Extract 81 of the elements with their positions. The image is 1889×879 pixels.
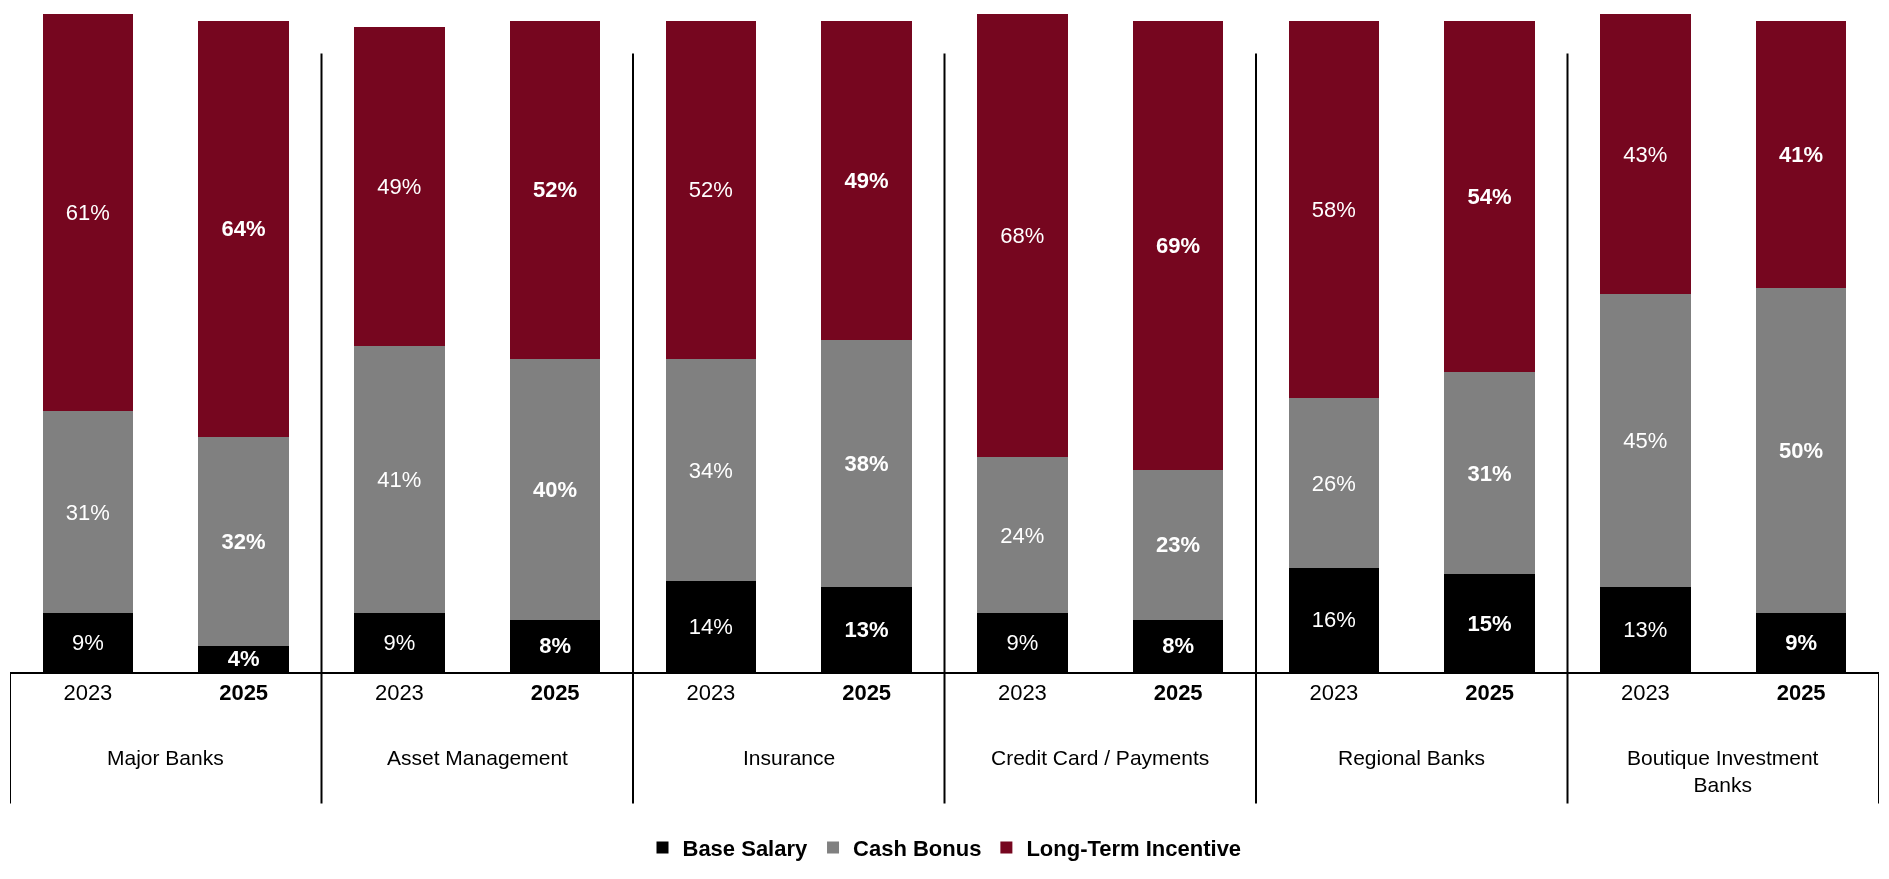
text: Asset Management	[387, 746, 569, 769]
bar	[665, 20, 757, 360]
data-label: 8%	[1162, 633, 1195, 659]
bar	[509, 20, 601, 360]
data-label: 31%	[1467, 460, 1512, 486]
data-label: 41%	[377, 467, 422, 493]
bar	[42, 14, 134, 412]
bar	[821, 20, 912, 340]
data-label: 69%	[1156, 232, 1201, 258]
data-label: 43%	[1623, 141, 1668, 167]
legend-label: Cash Bonus	[853, 836, 982, 862]
data-label: 23%	[1156, 532, 1201, 558]
bar	[1600, 14, 1691, 295]
x-tick-label: 2025	[1153, 680, 1203, 706]
data-label: 4%	[227, 646, 260, 672]
data-label: 9%	[71, 630, 104, 656]
data-label: 52%	[533, 177, 578, 203]
bar	[977, 457, 1068, 614]
bar	[1288, 398, 1380, 568]
data-label: 9%	[1006, 630, 1039, 656]
bar	[977, 14, 1068, 458]
data-label: 50%	[1779, 437, 1824, 463]
bar	[354, 27, 445, 347]
legend-label: Base Salary	[682, 836, 809, 862]
data-label: 58%	[1311, 196, 1356, 222]
data-label: 9%	[1785, 630, 1818, 656]
bar	[1132, 470, 1224, 620]
data-label: 13%	[1623, 617, 1668, 643]
x-tick-label: 2025	[842, 680, 892, 706]
bar	[1755, 287, 1847, 614]
x-tick-label: 2025	[1776, 680, 1826, 706]
x-tick-label: 2023	[63, 680, 113, 706]
data-label: 9%	[383, 630, 416, 656]
data-label: 13%	[844, 617, 889, 643]
bar	[42, 411, 134, 614]
data-label: 32%	[221, 529, 266, 555]
text: Insurance	[743, 746, 836, 769]
x-tick-label: 2023	[997, 680, 1047, 706]
data-label: 34%	[688, 457, 733, 483]
bar	[509, 359, 601, 620]
data-label: 31%	[65, 499, 110, 525]
text: Boutique Investment Banks	[1627, 746, 1819, 797]
data-label: 54%	[1467, 183, 1512, 209]
data-label: 49%	[377, 174, 422, 200]
x-tick-label: 2025	[219, 680, 269, 706]
bar	[1444, 372, 1535, 575]
data-label: 15%	[1467, 610, 1512, 636]
bar	[1288, 20, 1380, 399]
x-tick-label: 2023	[374, 680, 424, 706]
data-label: 49%	[844, 167, 889, 193]
bar	[665, 359, 757, 581]
data-label: 45%	[1623, 428, 1668, 454]
x-tick-label: 2023	[1620, 680, 1670, 706]
data-label: 38%	[844, 451, 889, 477]
bar	[821, 339, 912, 588]
data-label: 8%	[539, 633, 572, 659]
text: Credit Card / Payments	[991, 746, 1210, 769]
bar	[198, 437, 289, 646]
data-label: 52%	[688, 177, 733, 203]
data-label: 61%	[65, 200, 110, 226]
data-label: 40%	[533, 477, 578, 503]
bar	[1444, 20, 1535, 373]
x-tick-label: 2025	[530, 680, 580, 706]
bar	[1600, 294, 1691, 588]
data-label: 64%	[221, 216, 266, 242]
x-tick-label: 2023	[686, 680, 736, 706]
data-label: 24%	[1000, 522, 1045, 548]
data-label: 41%	[1779, 141, 1824, 167]
bar	[198, 20, 289, 438]
x-tick-label: 2025	[1465, 680, 1515, 706]
x-tick-label: 2023	[1309, 680, 1359, 706]
bar	[354, 346, 445, 614]
data-label: 26%	[1311, 470, 1356, 496]
text: Major Banks	[107, 746, 224, 769]
bar	[1755, 20, 1847, 288]
data-label: 68%	[1000, 223, 1045, 249]
legend-label: Long-Term Incentive	[1026, 836, 1242, 862]
data-label: 16%	[1311, 607, 1356, 633]
text: Regional Banks	[1338, 746, 1486, 769]
bar	[1132, 20, 1224, 471]
data-label: 14%	[688, 613, 733, 639]
